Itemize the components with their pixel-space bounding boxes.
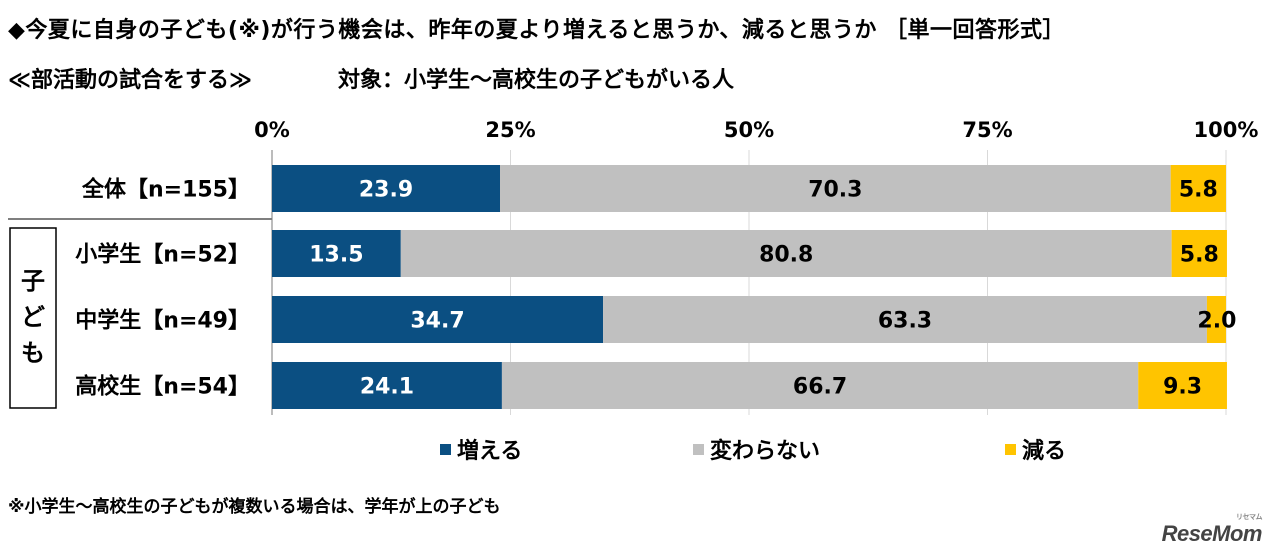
data-label: 9.3	[1163, 375, 1202, 400]
resemom-logo: ReseMom リセマム	[1161, 514, 1263, 547]
legend-swatch	[440, 443, 451, 455]
data-label: 34.7	[410, 309, 464, 334]
data-label: 2.0	[1197, 309, 1236, 334]
bar-segment	[500, 165, 1171, 212]
x-tick-label: 75%	[962, 118, 1012, 142]
legend-label: 増える	[457, 439, 523, 464]
footnote: ※小学生～高校生の子どもが複数いる場合は、学年が上の子ども	[8, 497, 501, 517]
data-label: 66.7	[793, 375, 847, 400]
subtitle-row: ≪部活動の試合をする≫ 対象：小学生～高校生の子どもがいる人	[8, 62, 734, 94]
category-label: 中学生【n=49】	[75, 308, 250, 334]
bar-segment	[272, 296, 604, 343]
chart-subtitle: ≪部活動の試合をする≫	[8, 68, 253, 93]
bar-segment	[603, 296, 1207, 343]
bar-segment	[272, 362, 502, 409]
bar-segment	[1138, 362, 1227, 409]
bar-segment	[1171, 230, 1227, 277]
legend: 増える 変わらない 減る	[0, 433, 1280, 465]
group-label-char: ど	[21, 303, 45, 331]
x-tick-label: 50%	[724, 118, 774, 142]
data-label: 70.3	[808, 178, 862, 203]
data-label: 63.3	[878, 309, 932, 334]
legend-item: 変わらない	[693, 433, 820, 465]
target-audience: 対象：小学生～高校生の子どもがいる人	[338, 68, 735, 93]
logo-small-text: リセマム	[1236, 514, 1263, 521]
legend-item: 増える	[440, 433, 522, 465]
bar-segment	[501, 362, 1139, 409]
legend-swatch	[693, 443, 704, 455]
stacked-bar-chart: 0% 25% 50% 75% 100% 子ども 全体【n=155】 23.9 70.3 5.8 小学…	[8, 118, 1259, 415]
bar-segment	[400, 230, 1172, 277]
data-label: 13.5	[309, 243, 363, 268]
bar-segment	[272, 230, 401, 277]
legend-item: 減る	[1005, 433, 1066, 465]
legend-label: 変わらない	[710, 439, 821, 464]
data-label: 24.1	[360, 375, 414, 400]
x-tick-label: 100%	[1194, 118, 1259, 142]
group-label-char: も	[21, 339, 45, 367]
data-label: 23.9	[359, 178, 413, 203]
bar-segment	[272, 165, 501, 212]
chart-title: ◆今夏に自身の子ども(※)が行う機会は、昨年の夏より増えると思うか、減ると思うか…	[8, 18, 1066, 43]
group-label-char: 子	[21, 267, 45, 295]
category-label: 小学生【n=52】	[75, 242, 250, 268]
bar-segment	[1170, 165, 1226, 212]
category-label: 高校生【n=54】	[75, 374, 250, 400]
x-tick-label: 25%	[485, 118, 535, 142]
data-label: 5.8	[1179, 178, 1218, 203]
data-label: 80.8	[759, 243, 813, 268]
logo-text: ReseMom	[1161, 521, 1263, 546]
x-tick-label: 0%	[254, 118, 290, 142]
group-bracket	[9, 227, 57, 409]
legend-swatch	[1005, 443, 1016, 455]
data-label: 5.8	[1180, 243, 1219, 268]
bar-segment	[1206, 296, 1226, 343]
legend-label: 減る	[1022, 439, 1067, 464]
category-label: 全体【n=155】	[81, 177, 250, 203]
